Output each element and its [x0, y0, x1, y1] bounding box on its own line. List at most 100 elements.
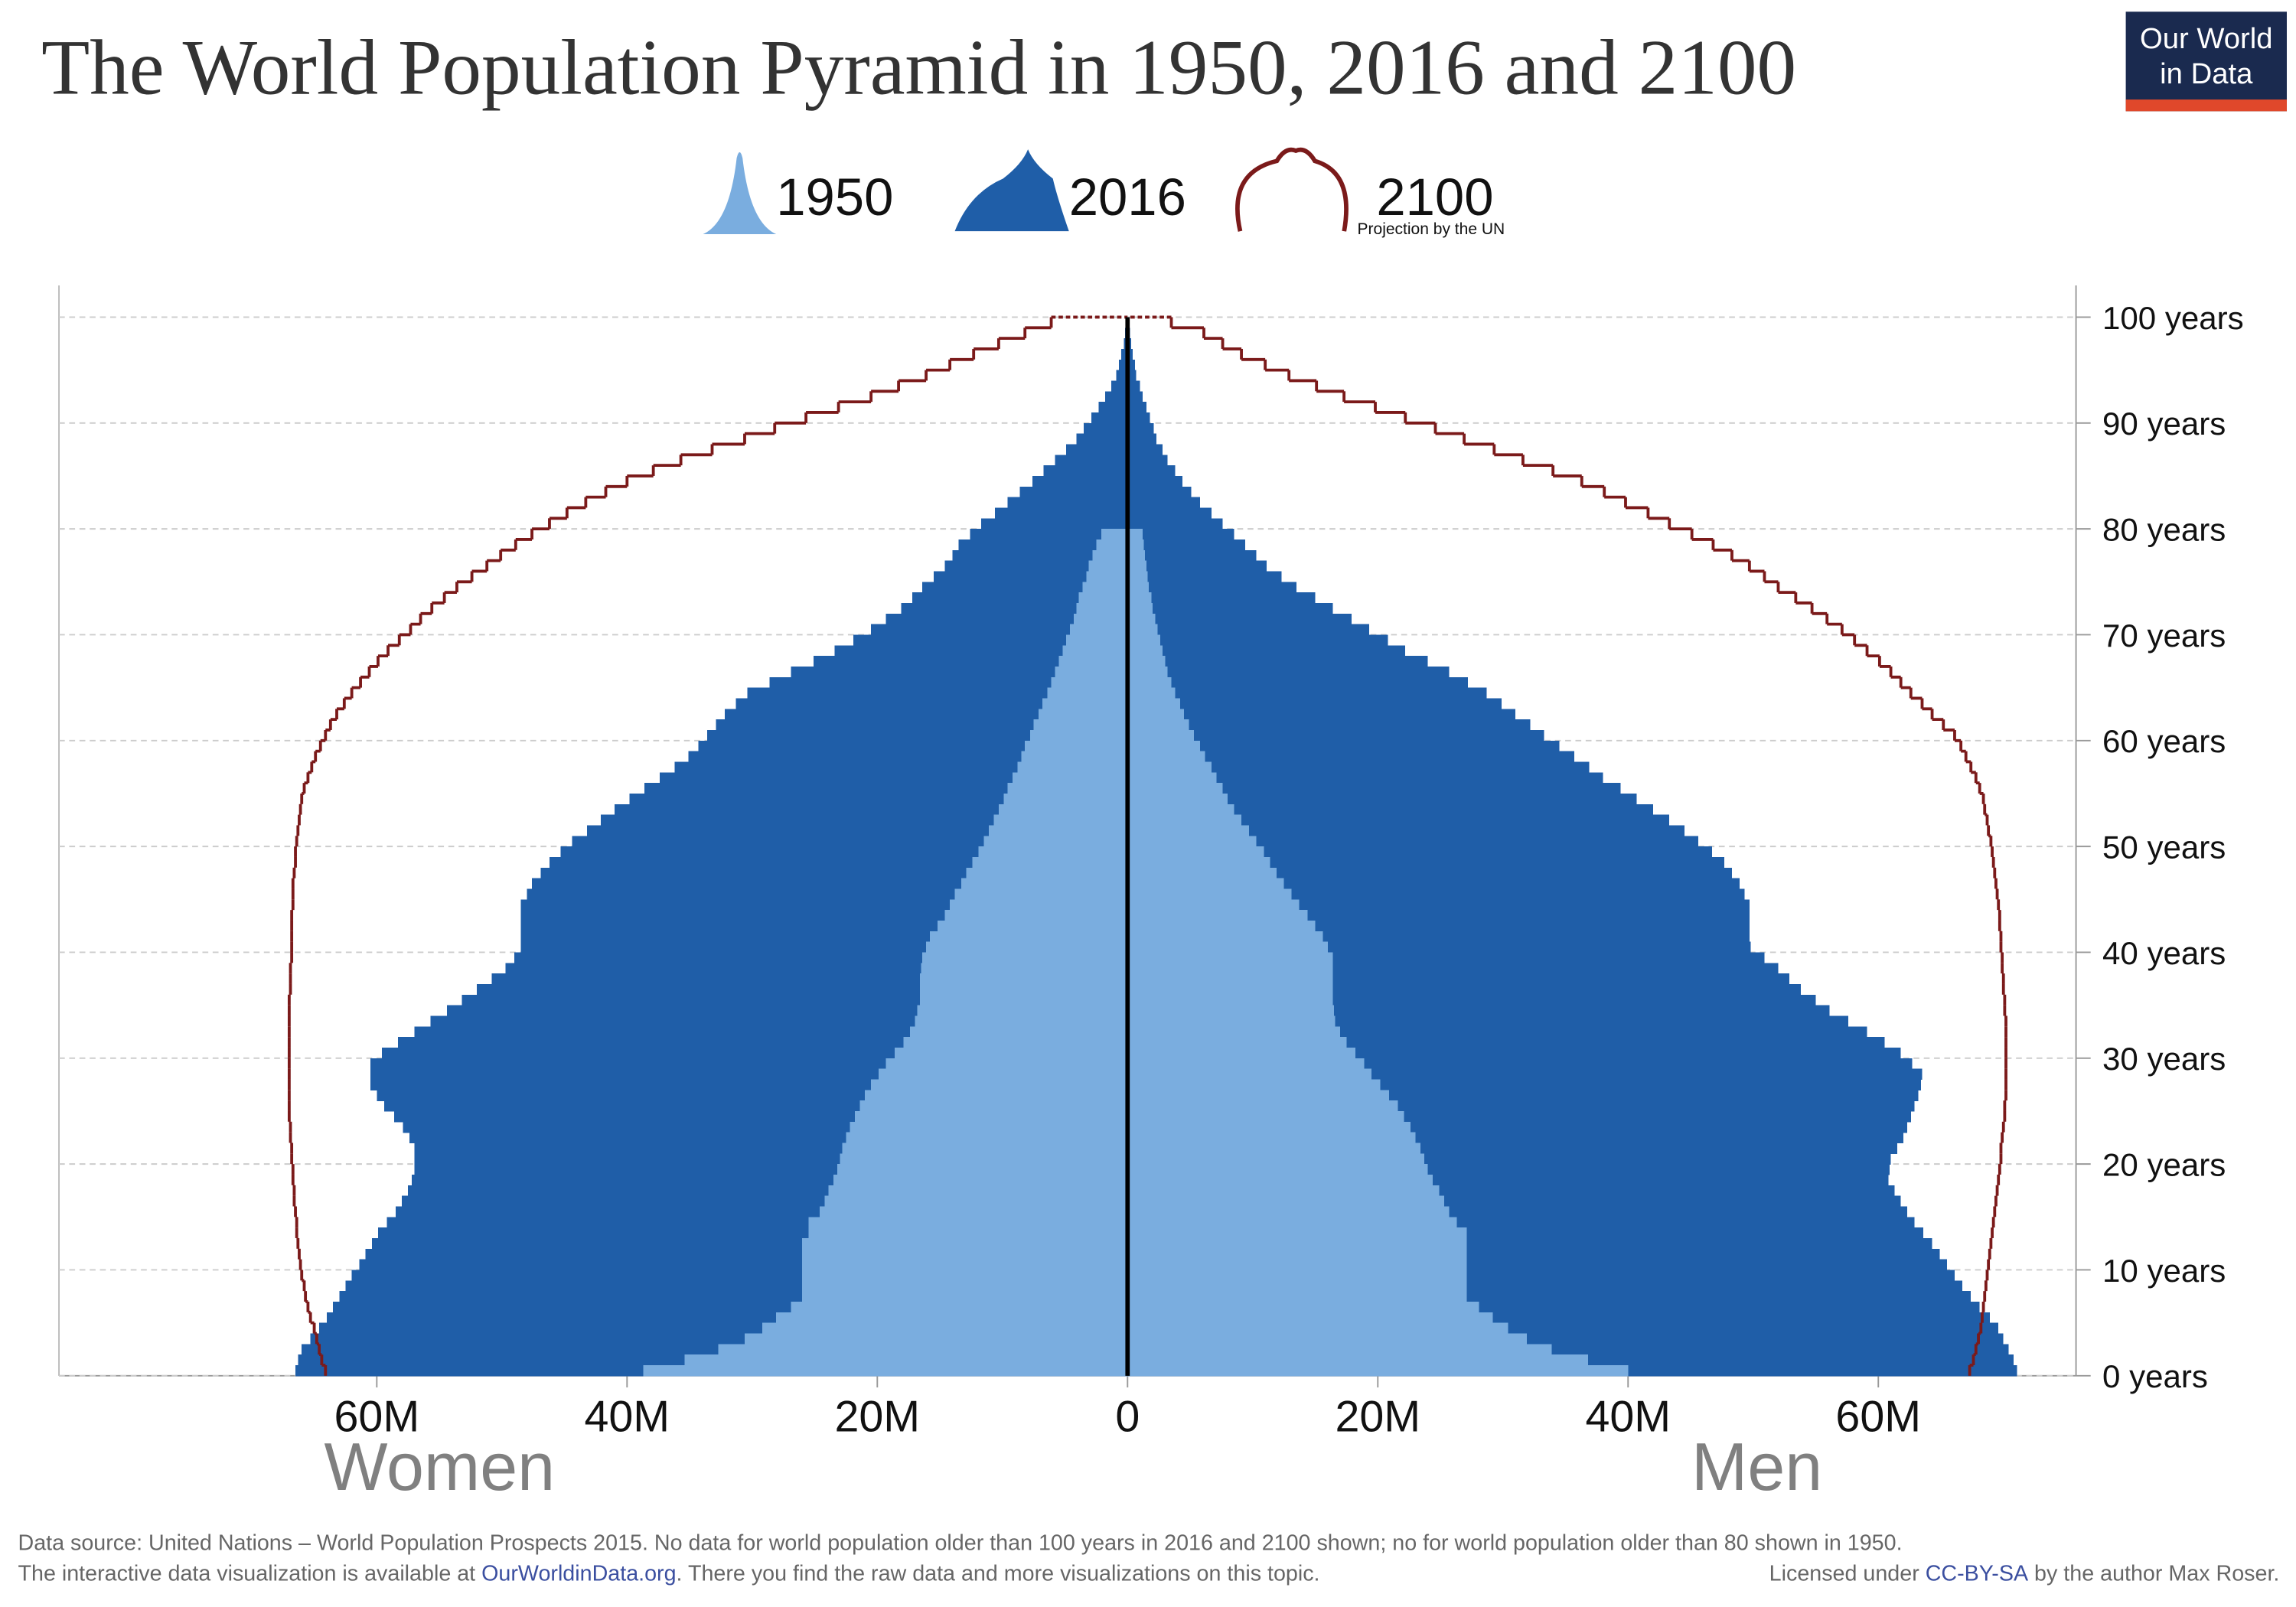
y-tick-label: 90 years: [2102, 406, 2226, 442]
bar: [1127, 348, 1133, 360]
bar: [1127, 1153, 1424, 1165]
bar: [1039, 709, 1128, 720]
bar: [802, 1270, 1128, 1282]
bar: [853, 634, 1128, 647]
bar: [1127, 549, 1257, 562]
bar: [1127, 1100, 1398, 1112]
bar: [1127, 687, 1487, 699]
bar: [1091, 412, 1128, 424]
bar: [1127, 804, 1234, 816]
bar: [744, 1333, 1128, 1345]
bar: [994, 507, 1128, 520]
bar: [1127, 687, 1176, 699]
bar: [688, 751, 1128, 763]
bar: [922, 952, 1128, 964]
bar: [644, 783, 1128, 794]
bar: [980, 518, 1128, 530]
bar: [1127, 1090, 1389, 1101]
bar: [1104, 391, 1128, 403]
bar: [912, 592, 1128, 604]
bar: [1127, 867, 1277, 879]
bar: [909, 1026, 1128, 1038]
bar: [944, 560, 1128, 572]
legend-note: Projection by the UN: [1357, 220, 1505, 238]
bar: [1025, 740, 1128, 752]
bar: [791, 1301, 1128, 1313]
bar: [1127, 920, 1316, 932]
bar: [659, 772, 1128, 784]
bar: [1127, 582, 1297, 593]
bar: [820, 1206, 1128, 1218]
bar: [1127, 1174, 1433, 1186]
bar: [1127, 602, 1333, 614]
x-tick-label: 20M: [1335, 1392, 1420, 1441]
y-tick-label: 30 years: [2102, 1041, 2226, 1077]
bar: [1127, 888, 1292, 901]
bar: [1082, 582, 1128, 593]
bar: [944, 910, 1128, 921]
bar: [1127, 846, 1264, 858]
bar: [922, 582, 1128, 593]
bar: [1047, 687, 1128, 699]
bar: [1055, 455, 1128, 466]
bar: [919, 983, 1128, 996]
bar: [929, 931, 1128, 943]
bar: [1127, 602, 1153, 614]
bar: [952, 549, 1128, 562]
bar: [1127, 1037, 1347, 1048]
bar: [1127, 783, 1223, 794]
footer-text: The interactive data visualization is av…: [18, 1562, 481, 1586]
bar: [1007, 497, 1128, 509]
bar: [958, 539, 1128, 551]
x-tick-label: 60M: [1835, 1392, 1921, 1441]
x-tick-label: 0: [1115, 1392, 1140, 1441]
bar: [1127, 783, 1621, 794]
y-tick-label: 100 years: [2102, 300, 2244, 336]
bar: [837, 1164, 1128, 1175]
bar: [1012, 772, 1128, 784]
legend-label: 1950: [776, 168, 893, 227]
footer-link[interactable]: OurWorldinData.org: [481, 1562, 676, 1586]
bar: [1127, 645, 1163, 657]
bar: [1127, 740, 1560, 752]
bar: [724, 709, 1128, 720]
bar: [921, 963, 1128, 974]
bar: [1127, 624, 1369, 636]
bar: [1127, 761, 1590, 774]
bar: [966, 867, 1128, 879]
bar: [1127, 1195, 1444, 1208]
bar: [1127, 571, 1148, 583]
bar: [1127, 1143, 1420, 1155]
bar: [1076, 602, 1128, 614]
bar: [1127, 666, 1450, 678]
bar: [1101, 529, 1128, 540]
bar: [1127, 814, 1242, 826]
bar: [1127, 1015, 1336, 1028]
bar: [998, 804, 1128, 816]
bar: [706, 729, 1128, 742]
bar: [1066, 444, 1128, 456]
bar: [1127, 719, 1189, 731]
bar: [1127, 1164, 1428, 1175]
bar: [1127, 856, 1270, 869]
bar: [1092, 549, 1128, 562]
bar: [1070, 624, 1128, 636]
bar: [850, 1121, 1128, 1133]
bar: [954, 888, 1128, 901]
bar: [871, 624, 1128, 636]
bar: [1127, 507, 1212, 520]
bar: [674, 761, 1128, 774]
bar: [824, 1195, 1128, 1208]
bar: [1127, 698, 1180, 710]
bar: [1127, 751, 1205, 763]
bar: [1127, 529, 1234, 540]
bar: [1127, 941, 1328, 953]
license-link[interactable]: CC-BY-SA: [1926, 1562, 2029, 1586]
bar: [1127, 645, 1406, 657]
side-label: Women: [325, 1429, 556, 1504]
bar: [1127, 444, 1163, 456]
bar: [698, 740, 1128, 752]
bar: [1127, 571, 1282, 583]
bar: [1127, 359, 1136, 371]
